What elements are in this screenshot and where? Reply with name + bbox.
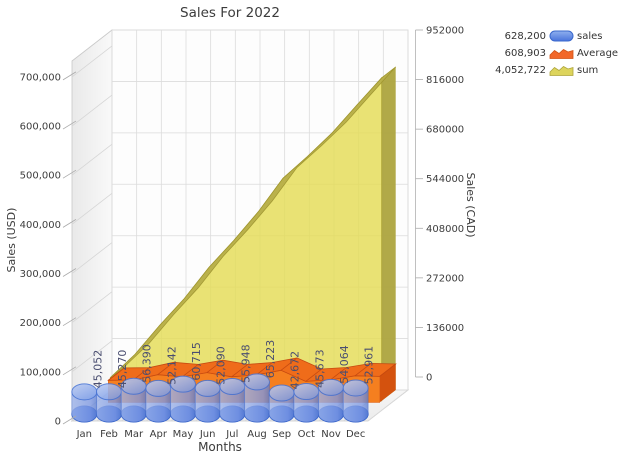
- chart-title: Sales For 2022: [180, 5, 280, 21]
- legend-sum-swatch-icon: [549, 66, 574, 76]
- data-label-mar: 56,390: [141, 344, 154, 383]
- y-right-tick-label: 816000: [426, 75, 464, 86]
- x-axis: Jan Feb Mar Apr May Jun Jul Aug Sep Oct Nov Dec: [76, 429, 366, 440]
- x-tick-label-oct: Oct: [298, 429, 315, 440]
- data-label-nov: 54,064: [338, 345, 351, 384]
- data-label-jul: 55,948: [239, 344, 252, 383]
- y-left-tick-label: 600,000: [20, 122, 61, 133]
- data-label-apr: 52,142: [165, 346, 178, 385]
- data-label-aug: 65,223: [264, 340, 277, 379]
- x-tick-label-may: May: [173, 429, 194, 440]
- cylinder-dec[interactable]: [342, 379, 369, 423]
- legend-label-sales: sales: [577, 31, 602, 42]
- y-right-tick-label: 408000: [426, 224, 464, 235]
- y-right-tick-label: 272000: [426, 273, 464, 284]
- data-label-may: 60,715: [190, 342, 203, 381]
- y-left-tick-label: 100,000: [20, 367, 61, 378]
- x-tick-label-sep: Sep: [272, 429, 291, 440]
- x-tick-label-aug: Aug: [247, 429, 267, 440]
- data-label-jun: 52,090: [215, 346, 228, 385]
- y-right-tick-label: 952000: [426, 26, 464, 37]
- y-right-axis: 0 136000 272000 408000 544000 680000 816000 952…: [415, 26, 464, 384]
- y-left-tick-label: 700,000: [20, 72, 61, 83]
- legend-average-swatch-icon: [549, 49, 574, 59]
- legend-sales-swatch-icon: [549, 30, 574, 42]
- data-label-jan: 45,052: [91, 350, 104, 389]
- data-label-sep: 42,672: [289, 351, 302, 390]
- data-labels: 45,052 45,270 56,390 52,142 60,715 52,090 55,9…: [91, 340, 375, 390]
- legend: 628,200 sales 608,903 Average 4,052,722 …: [495, 30, 618, 76]
- x-tick-label-nov: Nov: [321, 429, 341, 440]
- cylinder-may[interactable]: [170, 375, 196, 423]
- x-axis-title: Months: [198, 440, 242, 454]
- cylinder-feb[interactable]: [96, 383, 122, 423]
- y-left-axis-title: Sales (USD): [5, 208, 18, 273]
- legend-value-sales: 628,200: [505, 31, 546, 42]
- legend-value-sum: 4,052,722: [495, 65, 546, 76]
- y-left-axis: 0 100,000 200,000 300,000 400,000 500,000 600,…: [20, 71, 77, 428]
- y-right-tick-label: 136000: [426, 323, 464, 334]
- legend-label-sum: sum: [577, 65, 598, 76]
- cylinder-oct[interactable]: [293, 383, 320, 423]
- x-tick-label-jun: Jun: [199, 429, 216, 440]
- x-tick-label-apr: Apr: [150, 429, 168, 440]
- y-left-tick-label: 200,000: [20, 318, 61, 329]
- sales-cylinders: [71, 373, 369, 423]
- data-label-oct: 45,673: [313, 349, 326, 388]
- legend-item-average[interactable]: 608,903 Average: [505, 48, 618, 59]
- y-right-tick-label: 680000: [426, 125, 464, 136]
- x-tick-label-mar: Mar: [124, 429, 144, 440]
- cylinder-apr[interactable]: [145, 379, 172, 423]
- legend-item-sales[interactable]: 628,200 sales: [505, 30, 603, 42]
- cylinder-jan[interactable]: [71, 383, 98, 423]
- data-label-feb: 45,270: [116, 350, 129, 389]
- x-tick-label-dec: Dec: [346, 429, 365, 440]
- data-label-dec: 52,961: [363, 346, 376, 385]
- y-right-axis-title: Sales (CAD): [464, 172, 477, 237]
- y-left-tick-label: 400,000: [20, 220, 61, 231]
- legend-value-average: 608,903: [505, 48, 546, 59]
- legend-label-average: Average: [577, 48, 618, 59]
- y-right-tick-label: 544000: [426, 174, 464, 185]
- y-left-tick-label: 0: [55, 417, 61, 428]
- cylinder-aug[interactable]: [244, 373, 270, 423]
- y-left-tick-label: 300,000: [20, 269, 61, 280]
- y-right-tick-label: 0: [426, 373, 432, 384]
- x-tick-label-jan: Jan: [76, 429, 92, 440]
- cylinder-sep[interactable]: [268, 384, 295, 423]
- plot-area: 45,052 45,270 56,390 52,142 60,715 52,090 55,9…: [20, 26, 465, 441]
- cylinder-nov[interactable]: [318, 378, 344, 423]
- x-tick-label-feb: Feb: [100, 429, 118, 440]
- x-tick-label-jul: Jul: [225, 429, 238, 440]
- legend-item-sum[interactable]: 4,052,722 sum: [495, 65, 598, 76]
- cylinder-jun[interactable]: [194, 379, 221, 423]
- sum-area[interactable]: [109, 66, 396, 402]
- y-left-tick-label: 500,000: [20, 171, 61, 182]
